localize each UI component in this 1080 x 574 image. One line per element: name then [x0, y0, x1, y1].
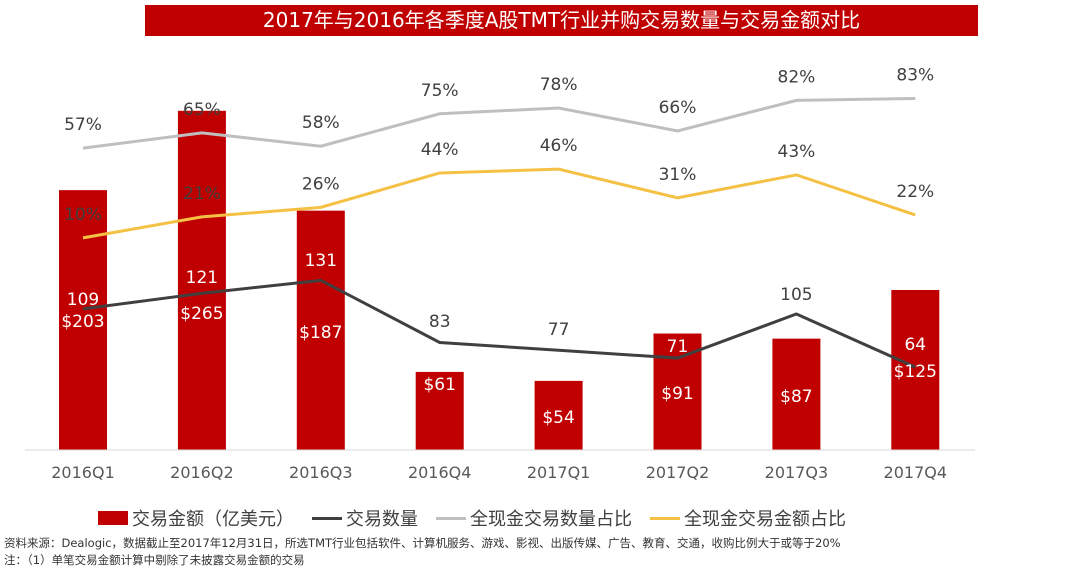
bar-2017Q1: [534, 380, 583, 450]
pct-label-2: 78%: [540, 75, 578, 95]
x-tick-label: 2017Q2: [646, 463, 710, 482]
amount-label: $187: [299, 323, 342, 343]
pct-label-3: 44%: [421, 140, 459, 160]
legend-swatch: [98, 511, 128, 525]
bar-2017Q3: [772, 338, 821, 450]
bar-2016Q1: [59, 190, 107, 450]
source-note: 资料来源：Dealogic，数据截止至2017年12月31日，所选TMT行业包括…: [4, 536, 841, 550]
count-label: 64: [904, 335, 926, 355]
legend-item-cash-count: 全现金交易数量占比: [436, 505, 632, 531]
pct-label-2: 58%: [302, 113, 340, 133]
pct-label-3: 22%: [896, 182, 934, 202]
bar-2017Q4: [891, 290, 940, 450]
x-tick-label: 2017Q3: [765, 463, 829, 482]
pct-label-3: 46%: [540, 136, 578, 156]
pct-label-2: 65%: [183, 100, 221, 120]
line-series-1: [82, 278, 916, 369]
legend-item-count: 交易数量: [312, 505, 418, 531]
count-label: 109: [67, 290, 99, 310]
legend-item-amount: 交易金额（亿美元）: [98, 505, 294, 531]
legend-label: 交易数量: [346, 509, 418, 530]
count-label: 121: [186, 268, 218, 288]
pct-label-3: 10%: [64, 205, 102, 225]
count-label: 131: [305, 251, 337, 271]
amount-label: $61: [423, 375, 455, 395]
count-label: 105: [780, 285, 812, 305]
legend-label: 全现金交易数量占比: [470, 509, 632, 530]
x-tick-label: 2016Q1: [51, 463, 115, 482]
x-tick-label: 2016Q2: [170, 463, 234, 482]
legend-swatch: [436, 516, 466, 520]
count-label: 71: [667, 337, 689, 357]
amount-label: $87: [780, 387, 812, 407]
pct-label-3: 21%: [183, 184, 221, 204]
pct-label-2: 66%: [659, 98, 697, 118]
legend-swatch: [650, 516, 680, 520]
pct-label-2: 83%: [896, 65, 934, 85]
amount-label: $125: [894, 362, 937, 382]
footnote: 注：（1）单笔交易金额计算中剔除了未披露交易金额的交易: [4, 553, 305, 567]
amount-label: $54: [542, 408, 574, 428]
amount-label: $91: [661, 384, 693, 404]
x-tick-label: 2017Q1: [527, 463, 591, 482]
x-tick-label: 2017Q4: [884, 463, 948, 482]
x-tick-label: 2016Q4: [408, 463, 472, 482]
pct-label-2: 75%: [421, 81, 459, 101]
bar-2016Q4: [415, 371, 464, 450]
bar-2016Q2: [177, 110, 226, 451]
legend-item-cash-amount: 全现金交易金额占比: [650, 505, 846, 531]
chart-plot: 2016Q1 2016Q2 2016Q3 2016Q4 2017Q1 2017Q2 2017…: [25, 65, 975, 482]
amount-label: $265: [180, 304, 223, 324]
amount-label: $203: [61, 312, 104, 332]
pct-label-3: 43%: [778, 142, 816, 162]
x-tick-label: 2016Q3: [289, 463, 353, 482]
pct-label-2: 82%: [778, 67, 816, 87]
line-series-2: [82, 96, 916, 150]
pct-label-3: 26%: [302, 174, 340, 194]
legend: 交易金额（亿美元） 交易数量 全现金交易数量占比 全现金交易金额占比: [98, 506, 864, 530]
chart-title: 2017年与2016年各季度A股TMT行业并购交易数量与交易金额对比: [145, 5, 978, 36]
legend-label: 全现金交易金额占比: [684, 509, 846, 530]
legend-swatch: [312, 516, 342, 520]
pct-label-2: 57%: [64, 115, 102, 135]
count-label: 77: [548, 320, 570, 340]
count-label: 83: [429, 312, 451, 332]
pct-label-3: 31%: [659, 165, 697, 185]
legend-label: 交易金额（亿美元）: [132, 509, 294, 530]
bar-2016Q3: [296, 210, 345, 450]
line-series-3: [82, 167, 916, 240]
